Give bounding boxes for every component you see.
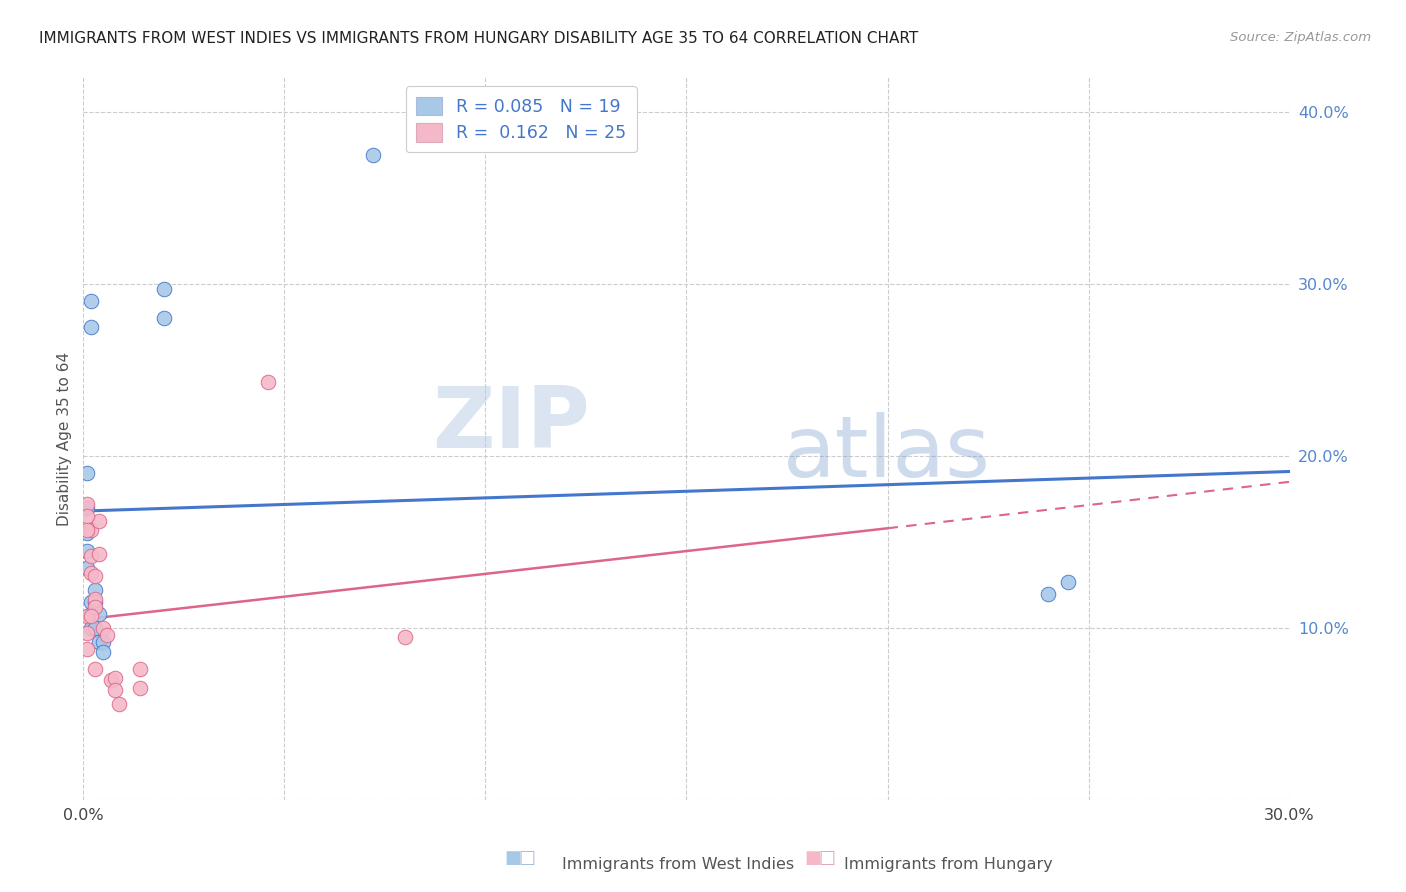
Point xyxy=(89,635,111,649)
Point xyxy=(361,148,384,162)
Point xyxy=(96,628,118,642)
Point xyxy=(84,600,107,615)
Point xyxy=(80,607,103,622)
Point xyxy=(84,583,107,598)
Point xyxy=(84,662,107,676)
Point xyxy=(84,595,107,609)
Point xyxy=(76,467,98,481)
Text: ZIP: ZIP xyxy=(432,383,591,466)
Point xyxy=(84,569,107,583)
Text: Source: ZipAtlas.com: Source: ZipAtlas.com xyxy=(1230,31,1371,45)
Y-axis label: Disability Age 35 to 64: Disability Age 35 to 64 xyxy=(58,351,72,526)
Point xyxy=(80,609,103,624)
Point xyxy=(84,591,107,606)
Point xyxy=(93,621,115,635)
Point xyxy=(100,673,122,687)
Point xyxy=(76,641,98,656)
Point xyxy=(128,662,150,676)
Point xyxy=(80,566,103,580)
Point xyxy=(80,320,103,334)
Point xyxy=(80,294,103,309)
Point xyxy=(108,697,131,711)
Point xyxy=(76,561,98,575)
Text: Immigrants from West Indies: Immigrants from West Indies xyxy=(562,857,794,872)
Text: ■: ■ xyxy=(804,849,821,867)
Point xyxy=(104,671,127,685)
Point xyxy=(76,497,98,511)
Text: IMMIGRANTS FROM WEST INDIES VS IMMIGRANTS FROM HUNGARY DISABILITY AGE 35 TO 64 C: IMMIGRANTS FROM WEST INDIES VS IMMIGRANT… xyxy=(39,31,918,46)
Point xyxy=(80,549,103,563)
Text: ■: ■ xyxy=(505,849,522,867)
Point xyxy=(76,523,98,537)
Point xyxy=(76,626,98,640)
Point xyxy=(84,621,107,635)
Point xyxy=(80,595,103,609)
Point xyxy=(80,523,103,537)
Legend: R = 0.085   N = 19, R =  0.162   N = 25: R = 0.085 N = 19, R = 0.162 N = 25 xyxy=(405,87,637,153)
Point xyxy=(89,607,111,622)
Point xyxy=(76,500,98,515)
Point xyxy=(1038,587,1060,601)
Point xyxy=(76,526,98,541)
Point xyxy=(89,547,111,561)
Point xyxy=(80,621,103,635)
Point xyxy=(76,609,98,624)
Point xyxy=(152,311,174,326)
Point xyxy=(104,683,127,698)
Point xyxy=(76,543,98,558)
Point xyxy=(93,645,115,659)
Text: Immigrants from Hungary: Immigrants from Hungary xyxy=(844,857,1052,872)
Point xyxy=(152,282,174,296)
Point xyxy=(1057,574,1080,589)
Text: □: □ xyxy=(818,849,835,867)
Text: □: □ xyxy=(519,849,536,867)
Point xyxy=(76,509,98,524)
Point xyxy=(128,681,150,696)
Point xyxy=(93,635,115,649)
Point xyxy=(394,630,416,644)
Point xyxy=(89,515,111,529)
Point xyxy=(257,375,280,389)
Text: atlas: atlas xyxy=(783,412,991,495)
